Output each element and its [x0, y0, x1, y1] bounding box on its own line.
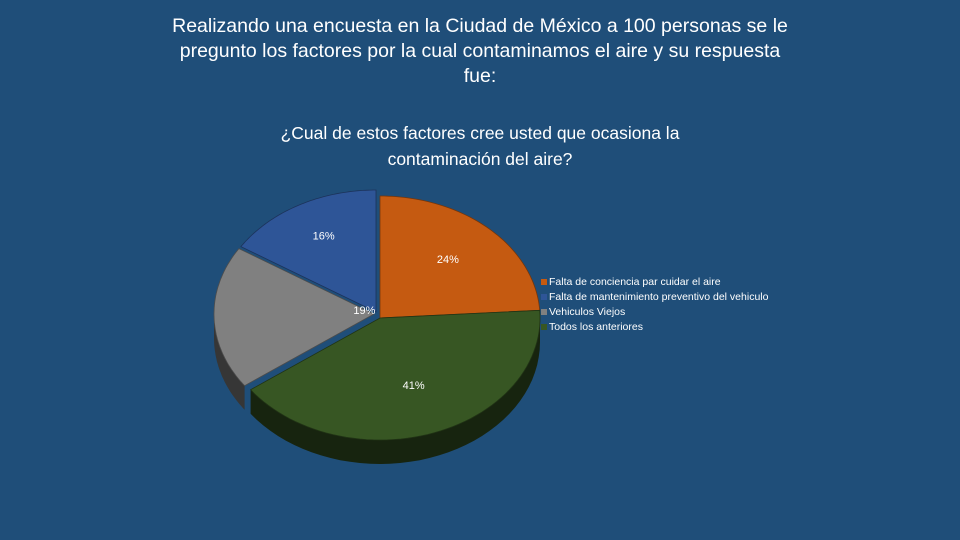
chart-title-line: contaminación del aire? — [387, 149, 573, 169]
legend-swatch — [541, 293, 547, 300]
pie-slice — [379, 195, 541, 319]
slide-title-line: Realizando una encuesta en la Ciudad de … — [172, 15, 788, 37]
pie-data-label: 16% — [313, 230, 335, 242]
chart-title-line: ¿Cual de estos factores cree usted que o… — [280, 123, 680, 143]
slide-title: Realizando una encuesta en la Ciudad de … — [110, 14, 850, 89]
legend-label: Falta de conciencia par cuidar el aire — [549, 275, 721, 288]
pie-data-label: 19% — [353, 305, 375, 317]
legend-swatch — [541, 278, 547, 285]
chart-legend: Falta de conciencia par cuidar el aire Fa… — [541, 274, 768, 334]
legend-label: Falta de mantenimiento preventivo del ve… — [549, 290, 769, 303]
legend-item: Vehiculos Viejos — [541, 304, 768, 319]
legend-label: Todos los anteriores — [549, 320, 643, 333]
pie-data-label: 24% — [437, 254, 459, 266]
pie-slice — [240, 189, 377, 313]
legend-item: Falta de conciencia par cuidar el aire — [541, 274, 768, 289]
pie-slice — [249, 309, 541, 441]
legend-swatch — [541, 308, 547, 315]
pie-slice — [213, 248, 375, 387]
slide-title-line: pregunto los factores por la cual contam… — [179, 40, 781, 62]
legend-item: Falta de mantenimiento preventivo del ve… — [541, 289, 768, 304]
pie-data-label: 41% — [403, 380, 425, 392]
pie-slice-side — [250, 318, 540, 464]
legend-label: Vehiculos Viejos — [549, 305, 626, 318]
chart-title: ¿Cual de estos factores cree usted que o… — [230, 120, 730, 172]
slide-title-line: fue: — [463, 65, 497, 87]
legend-swatch — [541, 323, 547, 330]
pie-slice-side — [214, 314, 245, 410]
legend-item: Todos los anteriores — [541, 319, 768, 334]
